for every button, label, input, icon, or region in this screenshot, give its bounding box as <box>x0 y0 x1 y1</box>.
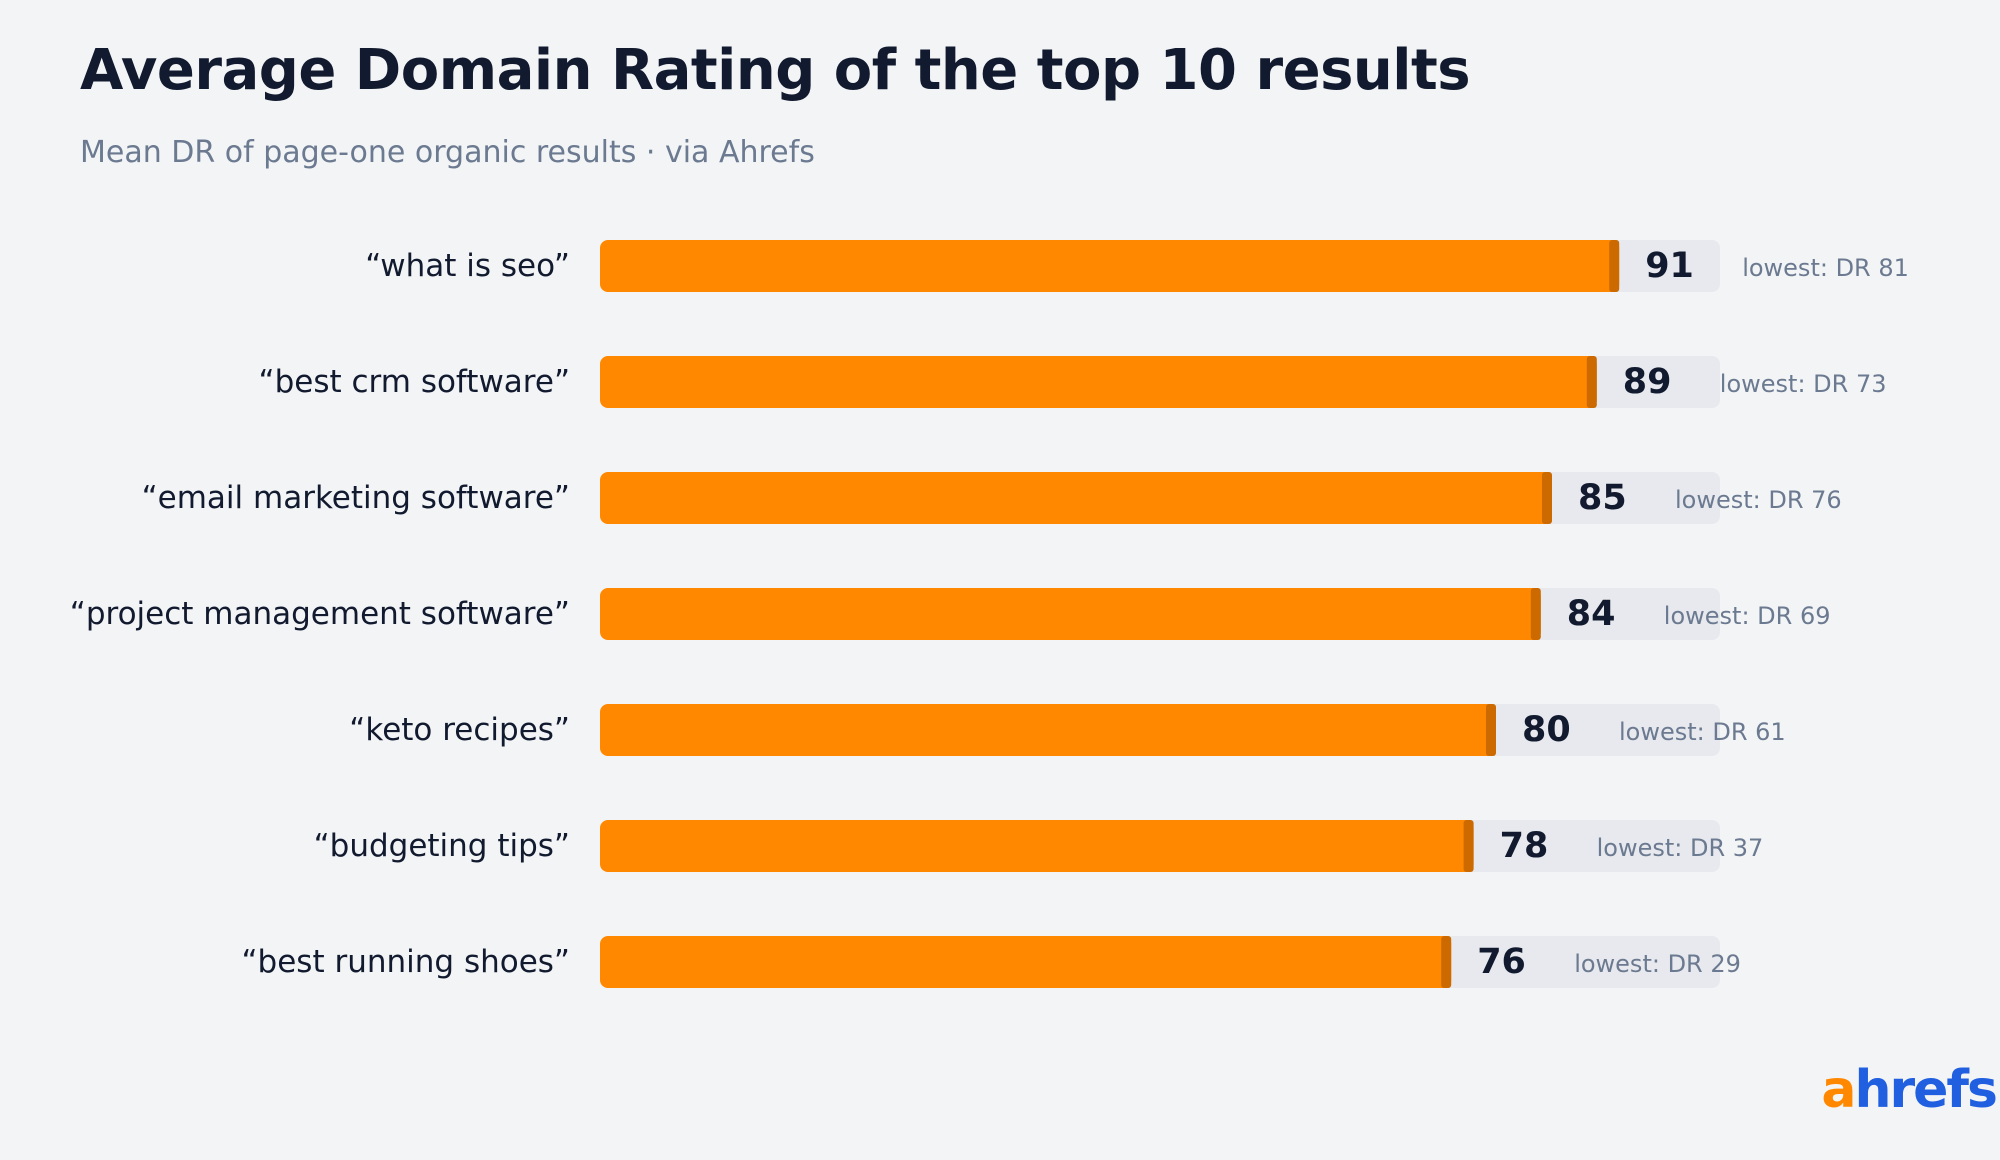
lowest-dr-label: lowest: DR 69 <box>1664 602 1831 630</box>
bar-row: “what is seo” 91 lowest: DR 81 <box>365 240 1909 292</box>
bar <box>600 704 1496 756</box>
bar <box>600 936 1452 988</box>
bar <box>600 820 1474 872</box>
bar <box>600 240 1620 292</box>
category-label: “what is seo” <box>365 248 570 284</box>
bar-row: “best crm software” 89 lowest: DR 73 <box>259 356 1887 408</box>
logo-rest: hrefs <box>1854 1060 1998 1120</box>
chart-subtitle: Mean DR of page-one organic results · vi… <box>80 135 815 170</box>
value-label: 84 <box>1567 594 1616 634</box>
lowest-dr-label: lowest: DR 76 <box>1675 486 1842 514</box>
category-label: “keto recipes” <box>349 712 570 748</box>
bar-row: “budgeting tips” 78 lowest: DR 37 <box>314 820 1764 872</box>
category-label: “email marketing software” <box>142 480 570 516</box>
value-label: 85 <box>1578 478 1627 518</box>
bar-end-cap <box>1586 356 1597 408</box>
lowest-dr-label: lowest: DR 29 <box>1574 950 1741 978</box>
category-label: “budgeting tips” <box>314 828 570 864</box>
logo-a: a <box>1821 1060 1856 1120</box>
bar <box>600 356 1597 408</box>
value-label: 80 <box>1522 710 1571 750</box>
value-label: 91 <box>1645 246 1694 286</box>
bar <box>600 588 1541 640</box>
bar-end-cap <box>1609 240 1620 292</box>
lowest-dr-label: lowest: DR 81 <box>1742 254 1909 282</box>
bar-row: “email marketing software” 85 lowest: DR 7… <box>142 472 1842 524</box>
category-label: “project management software” <box>70 596 570 632</box>
lowest-dr-label: lowest: DR 73 <box>1720 370 1887 398</box>
category-label: “best running shoes” <box>242 944 571 980</box>
value-label: 89 <box>1623 362 1672 402</box>
bar-row: “project management software” 84 lowest: D… <box>70 588 1831 640</box>
bar-end-cap <box>1441 936 1452 988</box>
bar-row: “keto recipes” 80 lowest: DR 61 <box>349 704 1786 756</box>
bar <box>600 472 1552 524</box>
bar-end-cap <box>1542 472 1552 524</box>
lowest-dr-label: lowest: DR 37 <box>1597 834 1764 862</box>
bar-end-cap <box>1486 704 1496 756</box>
lowest-dr-label: lowest: DR 61 <box>1619 718 1786 746</box>
bar-end-cap <box>1463 820 1474 872</box>
bar-end-cap <box>1530 588 1541 640</box>
bar-row: “best running shoes” 76 lowest: DR 29 <box>242 936 1741 988</box>
category-label: “best crm software” <box>259 364 570 400</box>
value-label: 78 <box>1500 826 1549 866</box>
value-label: 76 <box>1477 942 1526 982</box>
ahrefs-logo: ahrefs <box>1821 1060 1998 1120</box>
chart-title: Average Domain Rating of the top 10 resu… <box>80 38 1471 103</box>
